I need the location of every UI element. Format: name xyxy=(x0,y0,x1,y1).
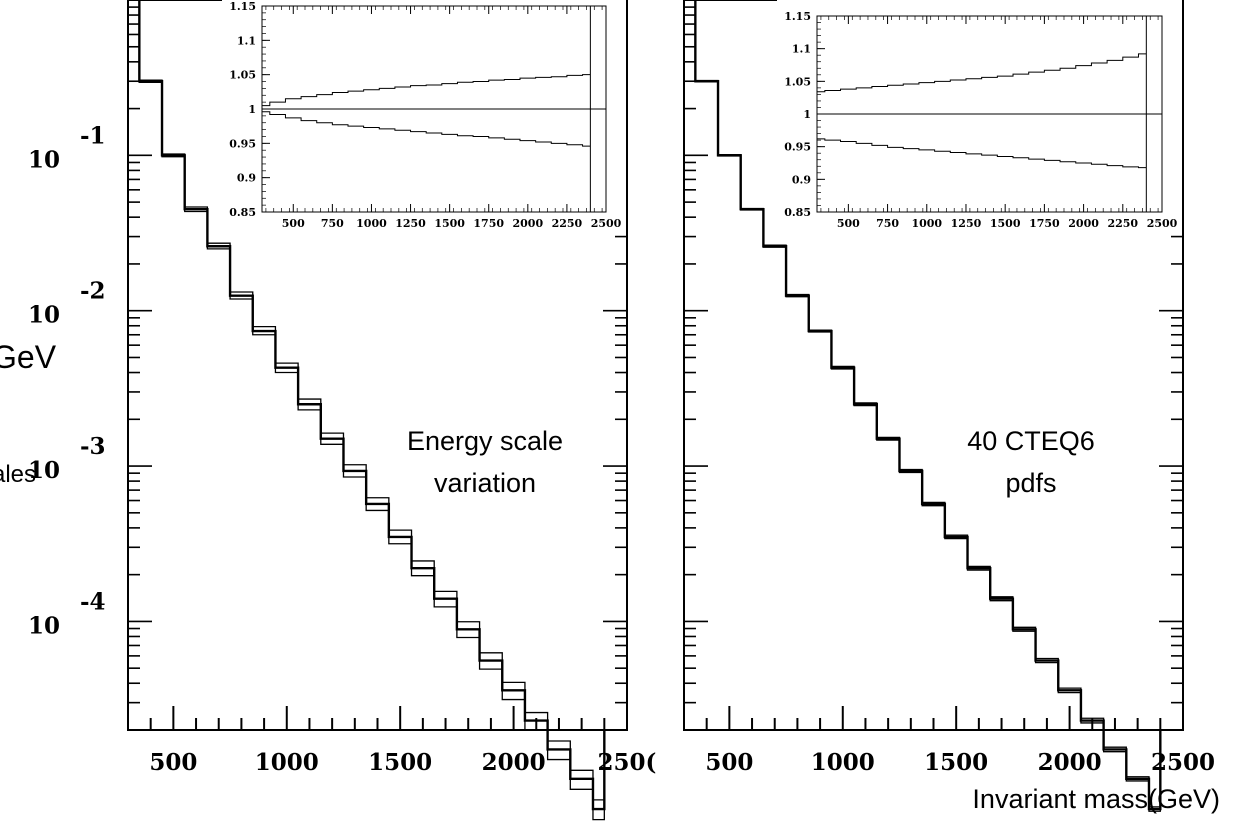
y-tick-label-base: 10 xyxy=(28,302,60,329)
inset-x-tick-label: 1000 xyxy=(911,217,942,230)
inset-y-tick-label: 0.85 xyxy=(229,206,256,219)
y-tick-label-base: 10 xyxy=(28,457,60,484)
inset-ratio-plot: 1.15 1.1 1.05 1 0.95 0.9 0.85 500 750 1000 1250 150… xyxy=(777,0,1182,234)
inset-x-tick-label: 500 xyxy=(282,217,305,230)
inset-y-tick-label: 1.05 xyxy=(229,69,256,82)
annotation-line-1: Energy scale xyxy=(407,426,563,456)
inset-upper-band xyxy=(817,53,1147,93)
inset-x-tick-label: 2250 xyxy=(1107,217,1138,230)
inset-y-tick-label: 1.1 xyxy=(792,43,811,56)
inset-y-tick-label: 1.15 xyxy=(784,10,811,23)
left-chart-panel: 500 1000 1500 2000 250(10-110-210-310-4Energ… xyxy=(28,0,657,821)
histogram-series-2 xyxy=(694,0,1161,808)
inset-y-tick-label: 0.95 xyxy=(784,141,811,154)
y-axis-label-part-1: GeV xyxy=(0,339,57,375)
histogram-series-3 xyxy=(138,0,605,821)
histogram-series-1 xyxy=(694,0,1162,811)
inset-x-tick-label: 1250 xyxy=(951,217,982,230)
inset-x-tick-label: 1000 xyxy=(356,217,387,230)
y-tick-label-base: 10 xyxy=(28,146,60,173)
x-tick-label: 2000 xyxy=(1038,749,1102,776)
inset-x-tick-label: 2000 xyxy=(513,217,544,230)
x-tick-label: 2500 xyxy=(1151,749,1215,776)
x-tick-label: 1000 xyxy=(255,749,319,776)
inset-x-tick-label: 1750 xyxy=(473,217,504,230)
inset-x-tick-label: 500 xyxy=(837,217,860,230)
x-tick-label: 1500 xyxy=(924,749,988,776)
annotation-line-2: variation xyxy=(434,468,536,498)
histogram-series-3 xyxy=(694,0,1161,812)
annotation-line-1: 40 CTEQ6 xyxy=(967,426,1095,456)
annotation-line-2: pdfs xyxy=(1005,468,1056,498)
y-tick-label-exponent: -4 xyxy=(80,588,106,615)
inset-x-tick-label: 1250 xyxy=(395,217,426,230)
inset-y-tick-label: 1.05 xyxy=(784,75,811,88)
inset-lower-band xyxy=(262,111,591,147)
inset-y-tick-label: 0.9 xyxy=(792,173,811,186)
x-axis-label: Invariant mass(GeV) xyxy=(972,784,1220,814)
inset-y-tick-label: 1 xyxy=(248,103,256,116)
inset-lower-band xyxy=(817,138,1147,169)
inset-upper-band xyxy=(262,74,591,107)
y-tick-label-exponent: -2 xyxy=(80,278,106,305)
inset-y-tick-label: 0.85 xyxy=(784,206,811,219)
inset-y-tick-label: 0.95 xyxy=(229,137,256,150)
inset-x-tick-label: 750 xyxy=(876,217,899,230)
y-tick-label-exponent: -3 xyxy=(80,433,106,460)
x-tick-label: 500 xyxy=(149,749,197,776)
x-tick-label: 2000 xyxy=(482,749,546,776)
y-axis-label-part-2: ales xyxy=(0,461,36,488)
inset-x-tick-label: 1500 xyxy=(434,217,465,230)
inset-background xyxy=(222,0,626,234)
x-tick-label: 250( xyxy=(598,749,657,776)
histogram-series-1 xyxy=(138,0,606,811)
inset-ratio-plot: 1.15 1.1 1.05 1 0.95 0.9 0.85 500 750 1000 1250 150… xyxy=(222,0,626,234)
inset-y-tick-label: 1.15 xyxy=(229,0,256,13)
inset-x-tick-label: 2500 xyxy=(1147,217,1178,230)
inset-background xyxy=(777,0,1182,234)
inset-y-tick-label: 1 xyxy=(803,108,811,121)
inset-x-tick-label: 750 xyxy=(321,217,344,230)
inset-x-tick-label: 2500 xyxy=(591,217,622,230)
x-tick-label: 500 xyxy=(705,749,753,776)
y-tick-label-exponent: -1 xyxy=(80,122,106,149)
histogram-series-2 xyxy=(138,0,605,801)
inset-x-tick-label: 1500 xyxy=(990,217,1021,230)
inset-x-tick-label: 1750 xyxy=(1029,217,1060,230)
inset-x-tick-label: 2000 xyxy=(1068,217,1099,230)
inset-y-tick-label: 0.9 xyxy=(237,172,256,185)
x-tick-label: 1500 xyxy=(368,749,432,776)
inset-x-tick-label: 2250 xyxy=(552,217,583,230)
y-tick-label-base: 10 xyxy=(28,612,60,639)
x-tick-label: 1000 xyxy=(811,749,875,776)
inset-y-tick-label: 1.1 xyxy=(237,34,256,47)
